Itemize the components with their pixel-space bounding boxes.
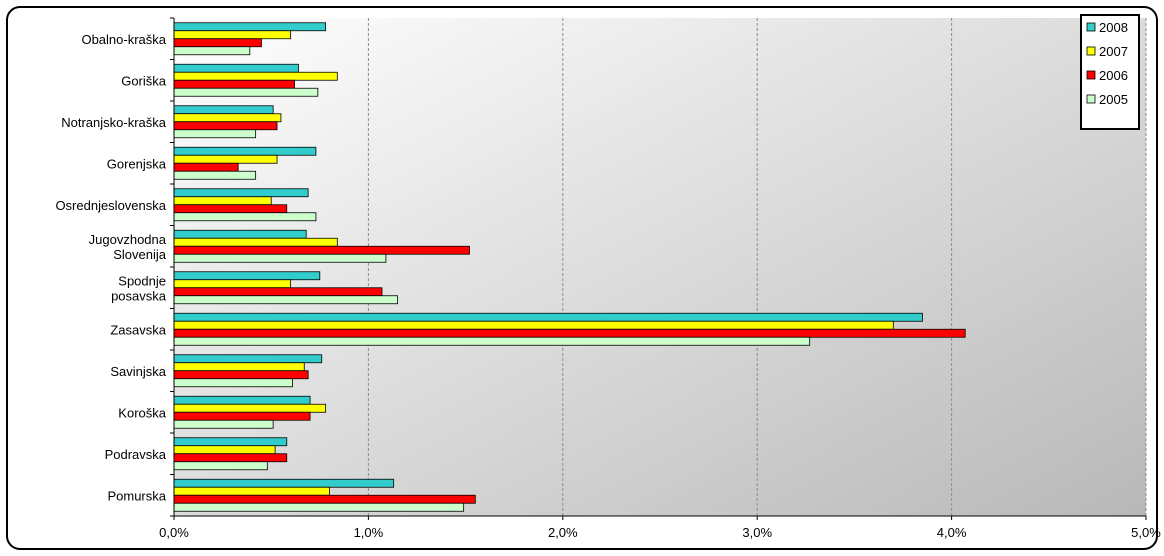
category-label: Gorenjska [107,156,167,171]
bar-2005 [173,336,811,346]
category-label: Osrednjeslovenska [55,198,166,213]
legend-swatch-2005 [1086,94,1096,104]
x-tick-label: 0,0% [159,525,189,540]
bar-2007 [173,320,894,330]
bar-2005 [173,212,317,222]
x-tick-label: 3,0% [742,525,772,540]
bar-2006 [173,287,383,297]
category-label: Goriška [121,73,167,88]
legend-swatch-2007 [1086,46,1096,56]
bar-2005 [173,129,257,139]
legend-label-2007: 2007 [1099,44,1128,59]
bar-2007 [173,403,327,413]
legend-label-2005: 2005 [1099,92,1128,107]
category-label: Koroška [118,405,166,420]
bar-2008 [173,395,311,405]
x-tick-label: 4,0% [937,525,967,540]
bar-2006 [173,245,470,255]
legend-label-2008: 2008 [1099,20,1128,35]
bar-2006 [173,38,262,48]
bar-2006 [173,411,311,421]
x-tick-labels: 0,0% 1,0% 2,0% 3,0% 4,0% 5,0% [159,525,1161,540]
bar-2007 [173,71,338,81]
bar-2006 [173,328,966,338]
plot-area [174,18,1146,516]
category-label: Slovenija [113,247,167,262]
bar-2007 [173,237,338,247]
category-label: Jugovzhodna [89,232,167,247]
axes [170,17,1147,520]
bar-2008 [173,22,327,32]
x-tick-label: 2,0% [548,525,578,540]
bars [173,22,966,512]
bar-2008 [173,188,309,198]
bar-2007 [173,279,292,289]
bar-2007 [173,445,276,455]
bar-2008 [173,478,395,488]
bar-2008 [173,354,323,364]
category-label: posavska [111,288,167,303]
bar-2005 [173,461,268,471]
bar-2006 [173,79,295,89]
bar-2008 [173,271,321,281]
category-label: Zasavska [110,322,166,337]
bar-2008 [173,146,317,156]
bar-2006 [173,370,309,380]
category-label: Notranjsko-kraška [61,115,167,130]
bar-2006 [173,121,278,131]
legend: 2008 2007 2006 2005 [1080,14,1140,130]
grid-lines [367,18,1147,516]
bar-2006 [173,162,239,172]
bar-2008 [173,229,307,239]
category-label: Spodnje [118,273,166,288]
bar-2005 [173,170,257,180]
bar-2008 [173,63,299,73]
bar-2006 [173,453,288,463]
category-label: Pomurska [107,488,166,503]
bar-2006 [173,494,476,504]
bar-2005 [173,253,387,263]
bar-2007 [173,196,272,206]
category-label: Savinjska [110,364,166,379]
bar-2005 [173,295,398,305]
bar-2007 [173,362,305,372]
bar-2006 [173,204,288,214]
bar-2007 [173,154,278,164]
bar-2008 [173,105,274,115]
bar-2005 [173,87,319,97]
bar-2007 [173,113,282,123]
bar-2005 [173,46,251,56]
category-labels: Obalno-kraška Goriška Notranjsko-kraška Gor… [55,32,166,504]
bar-2007 [173,30,292,40]
legend-swatch-2008 [1086,22,1096,32]
category-label: Podravska [105,447,167,462]
bar-2005 [173,419,274,429]
bar-2007 [173,486,330,496]
bar-2008 [173,437,288,447]
bar-2008 [173,312,923,322]
category-label: Obalno-kraška [81,32,166,47]
x-tick-label: 1,0% [354,525,384,540]
bar-2005 [173,502,465,512]
legend-label-2006: 2006 [1099,68,1128,83]
x-tick-label: 5,0% [1131,525,1161,540]
legend-swatch-2006 [1086,70,1096,80]
bar-2005 [173,378,293,388]
